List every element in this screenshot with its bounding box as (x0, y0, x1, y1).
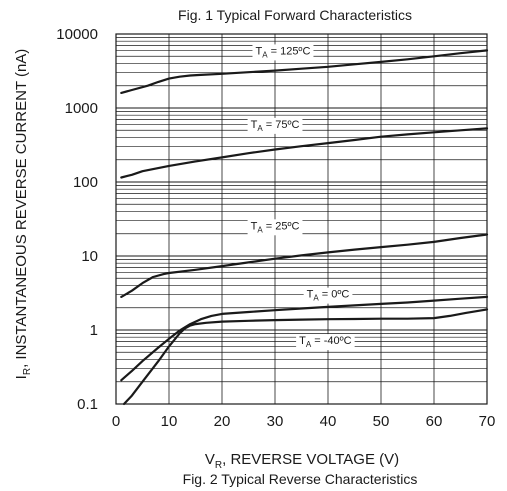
series-label-background (296, 334, 355, 351)
chart-title: Fig. 2 Typical Reverse Characteristics (183, 471, 418, 487)
series-label-4: TA = -40ºC (296, 334, 355, 351)
series-line-0 (120, 49, 489, 95)
series-layer (120, 49, 489, 406)
x-tick-label: 60 (426, 413, 443, 430)
y-tick-labels: 0.1 1 10 100 1000 10000 (56, 26, 98, 413)
series-label-background (247, 219, 303, 236)
series-label-background (303, 287, 353, 304)
series-line-1 (120, 127, 489, 179)
y-tick-label: 10000 (56, 26, 98, 43)
y-axis-label: IR, INSTANTANEOUS REVERSE CURRENT (nA) (13, 49, 33, 380)
series-labels: TA = 125ºC TA = 75ºC TA = 25ºC TA = 0ºC TA =… (247, 44, 355, 351)
series-label-text: TA = 0ºC (307, 289, 350, 303)
series-label-background (247, 117, 303, 134)
series-label-3: TA = 0ºC (303, 287, 353, 304)
plot-frame (115, 33, 488, 405)
series-label-text: TA = 125ºC (255, 45, 310, 59)
series-label-1: TA = 75ºC (247, 117, 303, 134)
y-tick-label: 1000 (65, 100, 98, 117)
y-tick-label: 100 (73, 174, 98, 191)
top-caption: Fig. 1 Typical Forward Characteristics (178, 7, 412, 23)
grid (115, 34, 488, 405)
x-tick-label: 50 (373, 413, 390, 430)
x-tick-label: 20 (214, 413, 231, 430)
series-label-2: TA = 25ºC (247, 219, 303, 236)
y-tick-label: 0.1 (77, 396, 98, 413)
x-axis-label: VR, REVERSE VOLTAGE (V) (205, 451, 399, 471)
y-tick-label: 1 (90, 322, 98, 339)
series-label-background (252, 44, 314, 61)
series-label-0: TA = 125ºC (252, 44, 314, 61)
x-tick-label: 40 (320, 413, 337, 430)
x-tick-label: 0 (112, 413, 120, 430)
series-line-4 (122, 308, 489, 406)
series-label-text: TA = 25ºC (251, 220, 300, 234)
series-line-2 (120, 233, 489, 298)
x-tick-labels: 0 10 20 30 40 50 60 70 (112, 413, 496, 430)
series-label-text: TA = -40ºC (299, 335, 352, 349)
series-label-text: TA = 75ºC (251, 119, 300, 133)
series-line-3 (120, 295, 489, 382)
x-tick-label: 30 (267, 413, 284, 430)
x-tick-label: 70 (479, 413, 496, 430)
y-tick-label: 10 (81, 248, 98, 265)
x-tick-label: 10 (161, 413, 178, 430)
